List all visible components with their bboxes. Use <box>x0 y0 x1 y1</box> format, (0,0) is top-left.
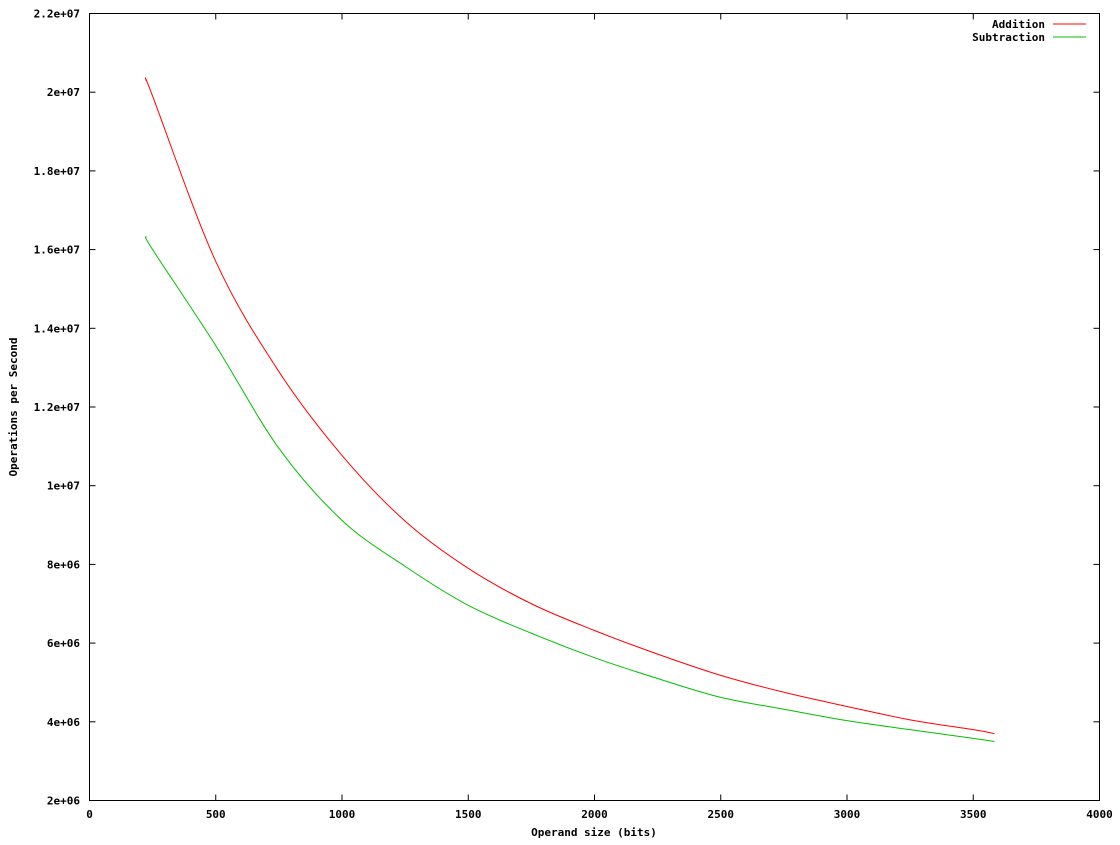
y-tick-label: 1e+07 <box>47 480 80 493</box>
x-tick-label: 500 <box>206 808 226 821</box>
series-line-addition <box>145 78 994 734</box>
x-axis-label: Operand size (bits) <box>531 826 657 839</box>
y-axis-label: Operations per Second <box>7 337 20 476</box>
x-tick-label: 1500 <box>455 808 482 821</box>
y-tick-label: 4e+06 <box>47 716 80 729</box>
y-tick-label: 2e+07 <box>47 86 80 99</box>
legend-label-subtraction: Subtraction <box>972 31 1045 44</box>
y-tick-label: 2.2e+07 <box>34 8 80 21</box>
y-tick-label: 6e+06 <box>47 637 80 650</box>
x-tick-label: 4000 <box>1086 808 1113 821</box>
y-tick-label: 2e+06 <box>47 795 80 808</box>
legend: Addition Subtraction <box>972 18 1086 44</box>
y-tick-label: 1.8e+07 <box>34 165 80 178</box>
y-tick-label: 1.2e+07 <box>34 401 80 414</box>
plot-border <box>90 14 1100 801</box>
legend-label-addition: Addition <box>992 18 1045 31</box>
y-tick-label: 1.6e+07 <box>34 244 80 257</box>
series-line-subtraction <box>145 237 994 742</box>
y-tick-label: 1.4e+07 <box>34 322 80 335</box>
x-tick-label: 2500 <box>708 808 735 821</box>
x-tick-label: 3000 <box>834 808 861 821</box>
x-tick-label: 2000 <box>581 808 608 821</box>
x-tick-label: 0 <box>86 808 93 821</box>
x-tick-label: 1000 <box>329 808 356 821</box>
x-tick-label: 3500 <box>960 808 987 821</box>
y-tick-label: 8e+06 <box>47 558 80 571</box>
